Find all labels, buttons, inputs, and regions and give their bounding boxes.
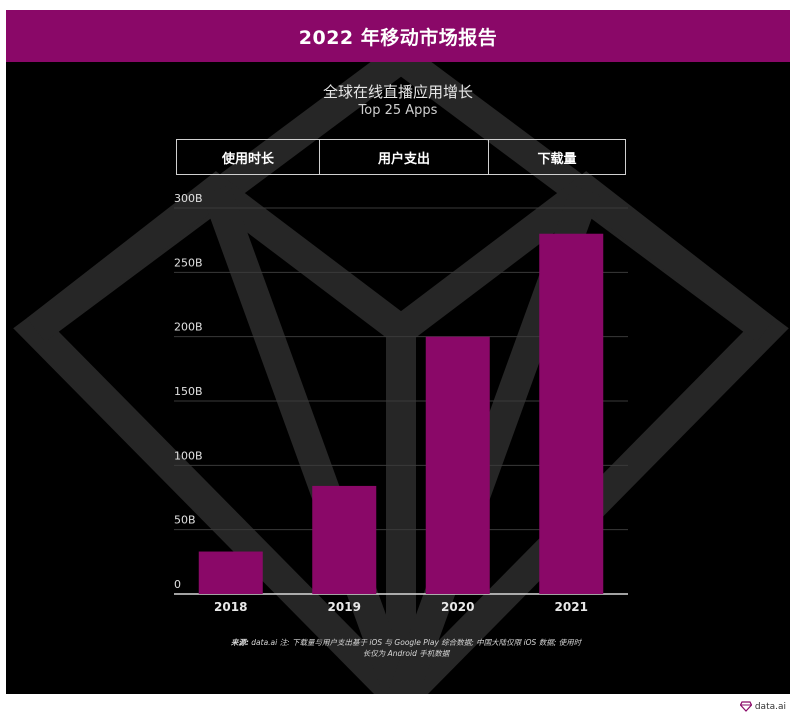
report-title: 2022 年移动市场报告 [298,26,498,49]
bar-2020 [425,336,490,594]
y-tick-label: 300B [174,192,203,205]
tab-usage-time[interactable]: 使用时长 [221,151,274,167]
report-panel: 2022 年移动市场报告 全球在线直播应用增长 Top 25 Apps 使用时长… [6,10,790,694]
bar-2018 [198,551,263,594]
y-tick-label: 50B [174,514,196,527]
bar-2019 [312,485,377,594]
x-tick-label: 2021 [555,600,588,614]
chart-heading: 全球在线直播应用增长 Top 25 Apps [6,82,790,120]
x-tick-label: 2019 [328,600,361,614]
bar-2021 [539,233,604,594]
source-label: 来源: [230,638,249,647]
report-header: 2022 年移动市场报告 [6,10,790,62]
chart-subtitle: Top 25 Apps [358,103,438,118]
chart-title: 全球在线直播应用增长 [322,83,473,101]
source-text: data.ai 注: 下载量与用户支出基于 iOS 与 Google Play … [251,638,582,647]
source-footnote: 来源: data.ai 注: 下载量与用户支出基于 iOS 与 Google P… [206,637,606,659]
x-tick-label: 2018 [214,600,247,614]
brand-mark: data.ai [739,701,786,712]
bar-chart: 0 50B 100B 150B 200B 250B 300B 2018 2019 2020 2021 [174,192,628,614]
y-tick-label: 0 [174,578,181,591]
tab-downloads[interactable]: 下载量 [488,140,625,174]
diamond-logo-icon [739,701,752,712]
metric-tabs: 使用时长 用户支出 下载量 [176,139,626,175]
y-tick-label: 100B [174,449,203,462]
source-text-line2: 长仅为 Android 手机数据 [362,649,450,658]
brand-name: data.ai [754,701,786,712]
x-tick-label: 2020 [441,600,474,614]
y-tick-label: 150B [174,385,203,398]
tab-user-spend[interactable]: 用户支出 [319,140,488,174]
y-tick-label: 200B [174,321,203,334]
y-tick-label: 250B [174,256,203,269]
